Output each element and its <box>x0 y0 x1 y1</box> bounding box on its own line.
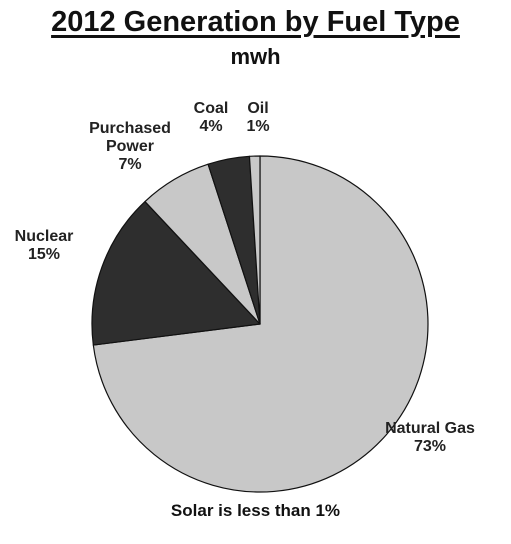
pie-label-line: 73% <box>414 438 446 455</box>
pie-label-line: Oil <box>247 100 268 117</box>
pie-slice-natural-gas <box>92 155 429 493</box>
pie-slice-oil <box>248 155 261 325</box>
pie-labels: Natural Gas 73% Nuclear 15% Purchased Power 7%… <box>15 100 475 455</box>
pie-label-oil: Oil 1% <box>246 100 269 135</box>
pie-label-line: 7% <box>118 156 141 173</box>
pie-slices <box>91 155 429 493</box>
chart-footnote: Solar is less than 1% <box>170 501 341 520</box>
pie-label-line: Nuclear <box>15 228 74 245</box>
chart-title: 2012 Generation by Fuel Type <box>51 6 460 38</box>
pie-label-line: Coal <box>194 100 229 117</box>
pie-label-purchased-power: Purchased Power 7% <box>89 120 171 173</box>
pie-label-line: 4% <box>199 118 222 135</box>
pie-label-natural-gas: Natural Gas 73% <box>385 420 475 455</box>
pie-slice-nuclear <box>91 200 261 346</box>
pie-label-line: 15% <box>28 246 60 263</box>
pie-label-line: Power <box>106 138 154 155</box>
pie-label-coal: Coal 4% <box>194 100 229 135</box>
chart-subtitle: mwh <box>230 44 281 69</box>
pie-label-line: Purchased <box>89 120 171 137</box>
pie-label-line: 1% <box>246 118 269 135</box>
pie-label-line: Natural Gas <box>385 420 475 437</box>
pie-label-nuclear: Nuclear 15% <box>15 228 74 263</box>
